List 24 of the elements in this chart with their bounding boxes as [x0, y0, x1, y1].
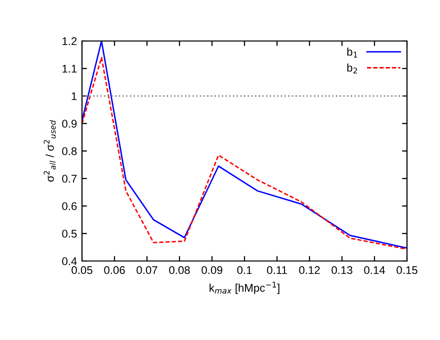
x-axis-title: k$_{max}$ [hMpc$^{−1}$] — [210, 282, 280, 294]
x-tick-label: 0.07 — [136, 266, 158, 274]
y-tick-label: 0.9 — [62, 120, 77, 128]
x-tick-label: 0.05 — [72, 266, 92, 274]
legend-label: b$_{2}$ — [347, 64, 358, 74]
x-tick-label: 0.14 — [364, 266, 385, 274]
y-tick-label: 1 — [72, 92, 77, 100]
x-tick-label: 0.13 — [332, 266, 352, 274]
y-tick-label: 1.1 — [62, 64, 77, 73]
x-tick-label: 0.09 — [202, 266, 222, 274]
y-tick-label: 0.8 — [62, 147, 77, 156]
x-tick-label: 0.11 — [267, 266, 287, 274]
y-tick-label: 0.5 — [62, 230, 77, 238]
y-tick-label: 1.2 — [62, 37, 77, 46]
legend-label: b$_{1}$ — [347, 48, 358, 58]
y-axis-title: σ$^{2}$$_{all}$ / σ$^{2}$$_{used}$ — [44, 120, 56, 182]
x-tick-label: 0.1 — [237, 266, 252, 274]
x-tick-label: 0.12 — [299, 266, 320, 274]
y-tick-label: 0.4 — [62, 257, 77, 266]
x-tick-label: 0.08 — [169, 266, 190, 274]
x-tick-label: 0.15 — [396, 266, 418, 274]
x-tick-label: 0.06 — [104, 266, 125, 274]
y-tick-label: 0.7 — [62, 174, 77, 183]
y-tick-label: 0.6 — [62, 202, 77, 210]
